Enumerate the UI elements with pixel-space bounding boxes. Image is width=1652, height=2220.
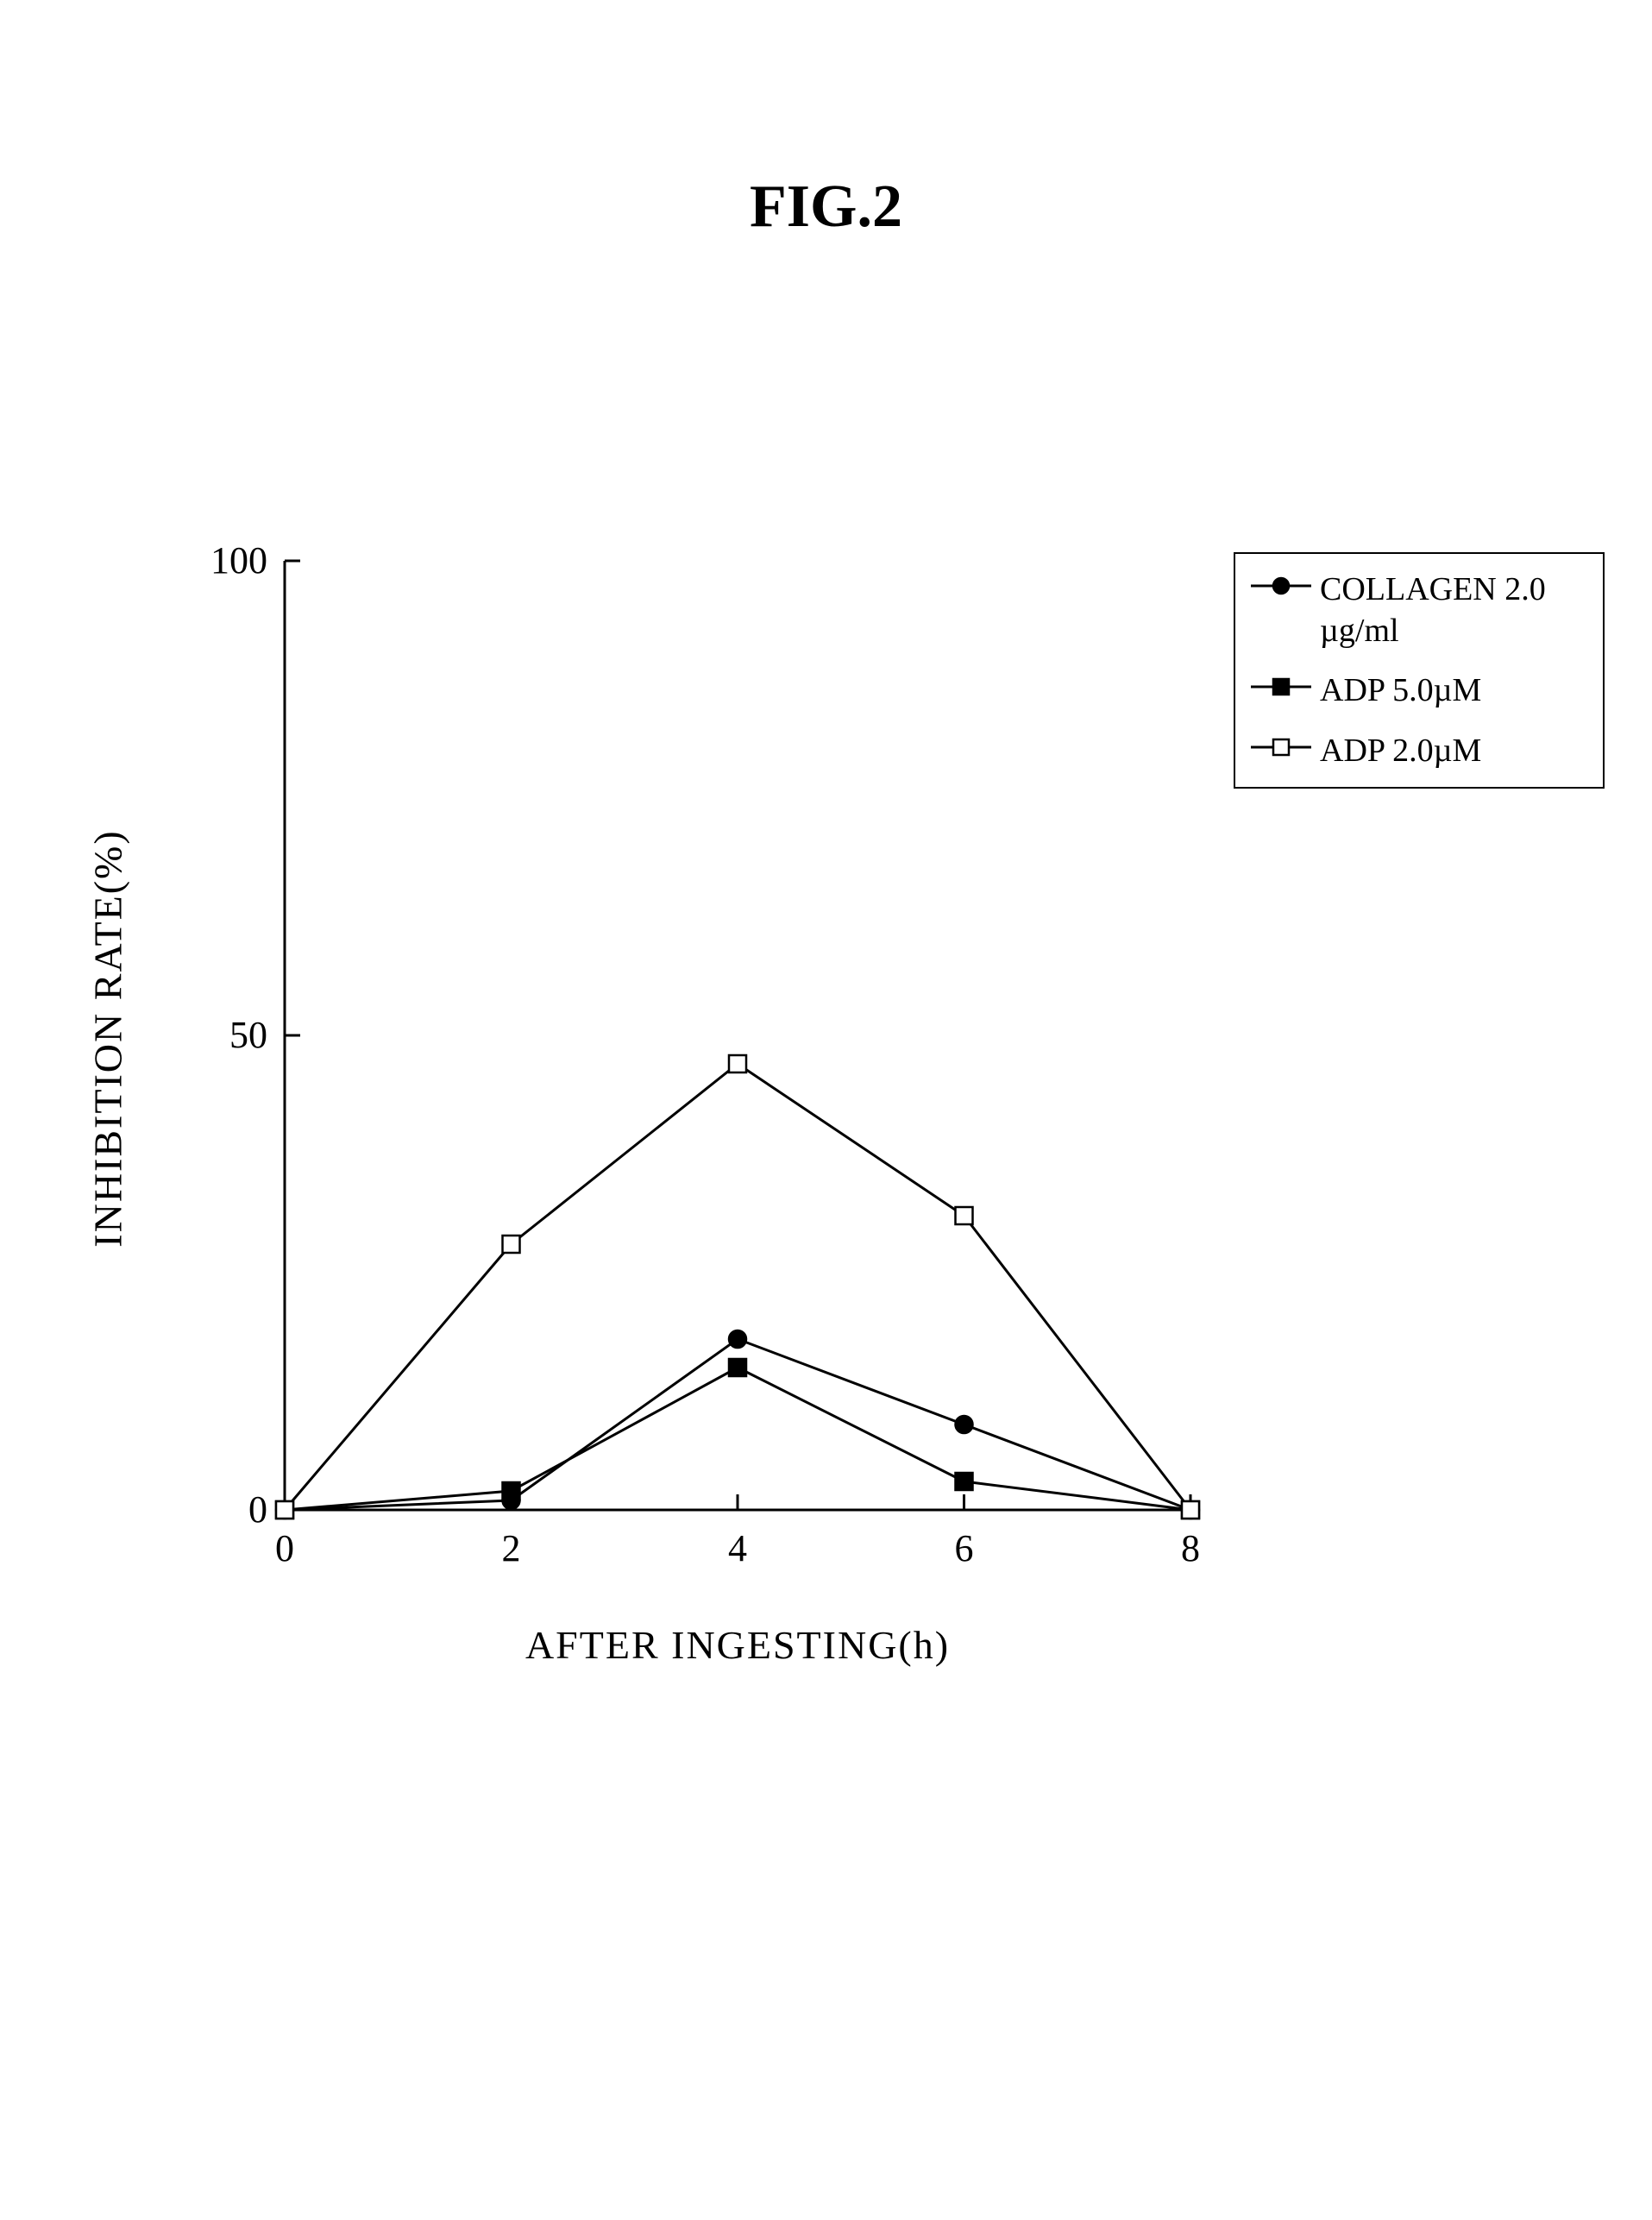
y-axis-label: INHIBITION RATE(%) bbox=[85, 564, 131, 1513]
tick-label: 0 bbox=[233, 1526, 336, 1570]
legend: COLLAGEN 2.0 µg/ml ADP 5.0µM ADP 2.0µM bbox=[1234, 552, 1605, 789]
figure-title: FIG.2 bbox=[0, 173, 1652, 242]
tick-label: 6 bbox=[913, 1526, 1016, 1570]
legend-item-collagen_2_0: COLLAGEN 2.0 µg/ml bbox=[1251, 569, 1587, 651]
legend-label: COLLAGEN 2.0 µg/ml bbox=[1320, 569, 1546, 651]
tick-label: 100 bbox=[164, 538, 267, 582]
tick-label: 4 bbox=[686, 1526, 789, 1570]
tick-label: 0 bbox=[164, 1487, 267, 1531]
line-chart bbox=[233, 509, 1242, 1562]
page: FIG.2 INHIBITION RATE(%) AFTER INGESTING… bbox=[0, 0, 1652, 2220]
tick-label: 2 bbox=[460, 1526, 563, 1570]
tick-label: 50 bbox=[164, 1013, 267, 1057]
tick-label: 8 bbox=[1139, 1526, 1242, 1570]
legend-swatch-icon bbox=[1251, 575, 1311, 597]
x-axis-label: AFTER INGESTING(h) bbox=[285, 1622, 1190, 1668]
legend-item-adp_2_0: ADP 2.0µM bbox=[1251, 731, 1587, 772]
legend-swatch-icon bbox=[1251, 676, 1311, 698]
legend-label: ADP 2.0µM bbox=[1320, 731, 1481, 772]
legend-swatch-icon bbox=[1251, 736, 1311, 758]
legend-label: ADP 5.0µM bbox=[1320, 670, 1481, 712]
legend-item-adp_5_0: ADP 5.0µM bbox=[1251, 670, 1587, 712]
